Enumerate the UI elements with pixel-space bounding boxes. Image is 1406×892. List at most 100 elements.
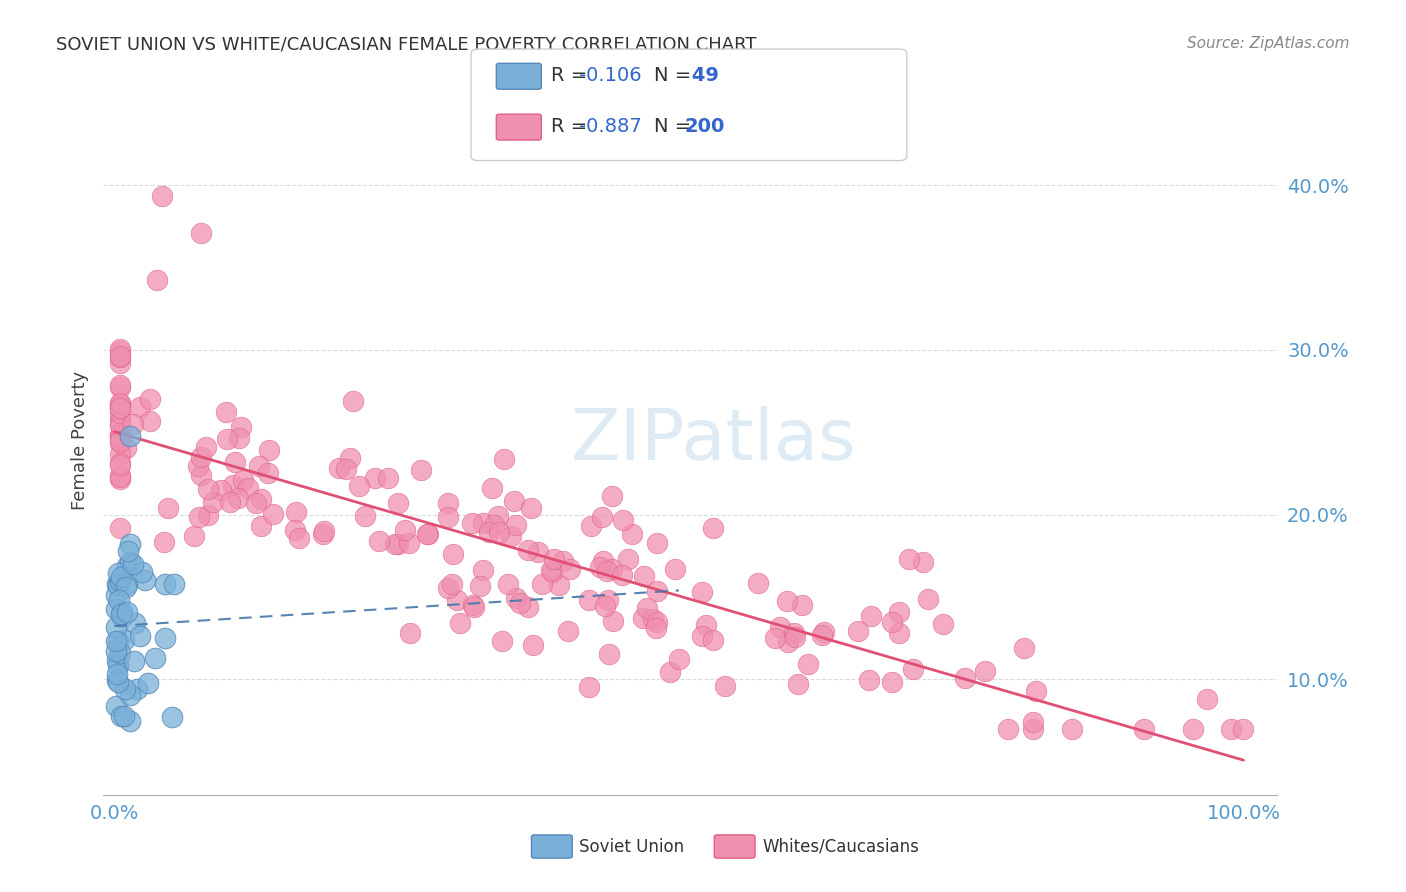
- Point: [368, 533, 391, 548]
- Point: [598, 647, 620, 661]
- Point: [107, 674, 129, 689]
- Point: [247, 458, 270, 473]
- Point: [187, 509, 209, 524]
- Point: [108, 396, 131, 410]
- Point: [449, 615, 471, 630]
- Point: [578, 681, 600, 695]
- Point: [108, 470, 131, 484]
- Point: [107, 657, 129, 672]
- Point: [104, 644, 127, 658]
- Point: [1219, 722, 1241, 736]
- Point: [441, 577, 464, 591]
- Point: [104, 588, 127, 602]
- Point: [664, 561, 686, 575]
- Point: [209, 483, 232, 498]
- Point: [143, 650, 166, 665]
- Point: [124, 615, 146, 630]
- Point: [776, 635, 799, 649]
- Point: [129, 629, 152, 643]
- Point: [347, 479, 370, 493]
- Point: [108, 417, 131, 431]
- Point: [602, 614, 624, 628]
- Point: [187, 459, 209, 474]
- Point: [153, 631, 176, 645]
- Point: [107, 566, 129, 580]
- Point: [163, 577, 186, 591]
- Point: [437, 582, 460, 596]
- Text: N =: N =: [654, 117, 697, 136]
- Point: [505, 591, 527, 605]
- Point: [747, 575, 769, 590]
- Point: [339, 450, 361, 465]
- Point: [156, 501, 179, 516]
- Point: [110, 574, 132, 588]
- Point: [108, 457, 131, 471]
- Point: [284, 505, 307, 519]
- Point: [107, 578, 129, 592]
- Point: [437, 496, 460, 510]
- Point: [520, 501, 543, 516]
- Text: Source: ZipAtlas.com: Source: ZipAtlas.com: [1187, 36, 1350, 51]
- Point: [631, 610, 654, 624]
- Point: [245, 496, 267, 510]
- Point: [769, 620, 792, 634]
- Point: [108, 429, 131, 443]
- Point: [596, 564, 619, 578]
- Point: [364, 470, 387, 484]
- Text: Soviet Union: Soviet Union: [579, 838, 685, 855]
- Point: [557, 624, 579, 638]
- Point: [328, 461, 350, 475]
- Point: [973, 664, 995, 678]
- Point: [880, 615, 903, 629]
- Point: [105, 620, 128, 634]
- Point: [115, 441, 138, 455]
- Point: [215, 432, 238, 446]
- Point: [600, 489, 623, 503]
- Point: [112, 708, 135, 723]
- Point: [702, 633, 724, 648]
- Point: [146, 272, 169, 286]
- Point: [250, 491, 273, 506]
- Point: [543, 552, 565, 566]
- Point: [1195, 692, 1218, 706]
- Point: [108, 343, 131, 357]
- Point: [668, 652, 690, 666]
- Point: [633, 569, 655, 583]
- Text: N =: N =: [654, 66, 697, 86]
- Text: 49: 49: [685, 66, 718, 86]
- Point: [1012, 641, 1035, 656]
- Point: [560, 562, 582, 576]
- Point: [911, 555, 934, 569]
- Point: [481, 481, 503, 495]
- Point: [215, 405, 238, 419]
- Text: 200: 200: [685, 117, 725, 136]
- Point: [591, 510, 613, 524]
- Point: [621, 527, 644, 541]
- Point: [787, 677, 810, 691]
- Point: [108, 398, 131, 412]
- Point: [547, 577, 569, 591]
- Point: [658, 665, 681, 679]
- Text: ZIPatlas: ZIPatlas: [571, 406, 856, 475]
- Point: [592, 554, 614, 568]
- Point: [471, 563, 494, 577]
- Point: [437, 509, 460, 524]
- Point: [115, 580, 138, 594]
- Point: [589, 559, 612, 574]
- Point: [128, 400, 150, 414]
- Point: [197, 508, 219, 522]
- Point: [108, 447, 131, 461]
- Point: [553, 553, 575, 567]
- Point: [377, 470, 399, 484]
- Point: [482, 517, 505, 532]
- Text: Whites/Caucasians: Whites/Caucasians: [762, 838, 920, 855]
- Point: [108, 350, 131, 364]
- Point: [131, 565, 153, 579]
- Point: [160, 710, 183, 724]
- Point: [460, 516, 482, 530]
- Point: [917, 591, 939, 606]
- Point: [496, 577, 519, 591]
- Point: [114, 682, 136, 697]
- Point: [108, 397, 131, 411]
- Point: [811, 628, 834, 642]
